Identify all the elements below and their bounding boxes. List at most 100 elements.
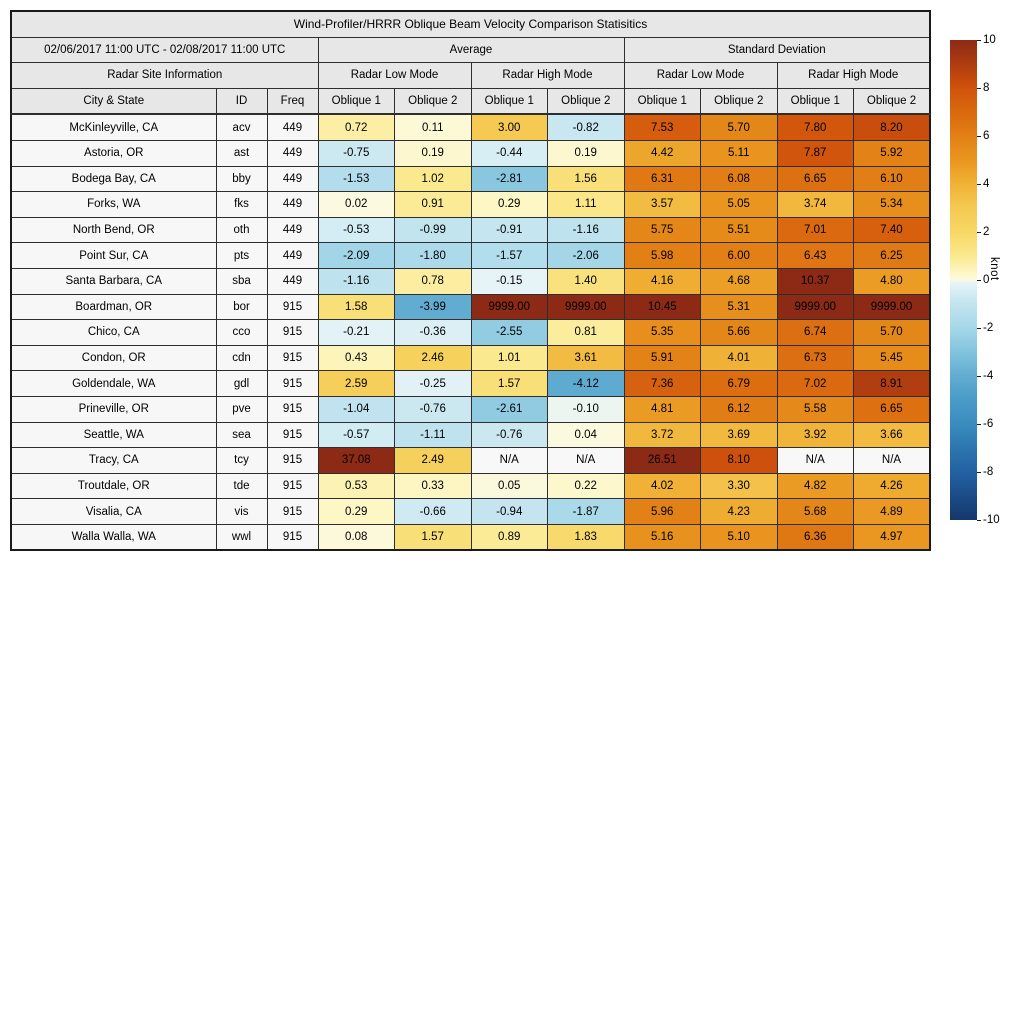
value-cell: 1.58 <box>318 294 395 320</box>
date-range: 02/06/2017 11:00 UTC - 02/08/2017 11:00 … <box>11 37 318 63</box>
table-row: Condon, ORcdn9150.432.461.013.615.914.01… <box>11 345 930 371</box>
value-cell: -0.66 <box>395 499 472 525</box>
value-cell: -1.11 <box>395 422 472 448</box>
value-cell: 5.92 <box>854 140 931 166</box>
col-header-oblique2: Oblique 2 <box>395 88 472 114</box>
value-cell: 7.80 <box>777 114 854 140</box>
table-row: Troutdale, ORtde9150.530.330.050.224.023… <box>11 473 930 499</box>
value-cell: 1.57 <box>471 371 548 397</box>
colorbar-tick-label: 6 <box>983 130 989 142</box>
value-cell: 6.31 <box>624 166 701 192</box>
table-row: Goldendale, WAgdl9152.59-0.251.57-4.127.… <box>11 371 930 397</box>
value-cell: 6.65 <box>777 166 854 192</box>
table-row: Astoria, ORast449-0.750.19-0.440.194.425… <box>11 140 930 166</box>
value-cell: 8.10 <box>701 448 778 474</box>
value-cell: 7.53 <box>624 114 701 140</box>
value-cell: -0.10 <box>548 396 625 422</box>
freq-cell: 915 <box>267 499 318 525</box>
value-cell: 5.96 <box>624 499 701 525</box>
city-cell: Prineville, OR <box>11 396 216 422</box>
value-cell: 5.11 <box>701 140 778 166</box>
id-cell: sea <box>216 422 267 448</box>
city-cell: Troutdale, OR <box>11 473 216 499</box>
group-average-header: Average <box>318 37 624 63</box>
value-cell: 7.36 <box>624 371 701 397</box>
colorbar-tick-mark <box>977 40 981 41</box>
value-cell: -0.94 <box>471 499 548 525</box>
city-cell: Bodega Bay, CA <box>11 166 216 192</box>
value-cell: 3.57 <box>624 192 701 218</box>
value-cell: 8.20 <box>854 114 931 140</box>
value-cell: 0.22 <box>548 473 625 499</box>
value-cell: -0.91 <box>471 217 548 243</box>
colorbar-tick-label: 8 <box>983 82 989 94</box>
value-cell: 4.97 <box>854 524 931 550</box>
value-cell: 4.81 <box>624 396 701 422</box>
title-row: Wind-Profiler/HRRR Oblique Beam Velocity… <box>11 11 930 37</box>
col-header-oblique1: Oblique 1 <box>318 88 395 114</box>
value-cell: 1.56 <box>548 166 625 192</box>
freq-cell: 449 <box>267 243 318 269</box>
value-cell: -0.44 <box>471 140 548 166</box>
value-cell: 2.49 <box>395 448 472 474</box>
group-stddev-header: Standard Deviation <box>624 37 930 63</box>
table-row: Walla Walla, WAwwl9150.081.570.891.835.1… <box>11 524 930 550</box>
id-cell: pve <box>216 396 267 422</box>
id-cell: fks <box>216 192 267 218</box>
table-row: Santa Barbara, CAsba449-1.160.78-0.151.4… <box>11 268 930 294</box>
table-row: Prineville, ORpve915-1.04-0.76-2.61-0.10… <box>11 396 930 422</box>
table-row: Bodega Bay, CAbby449-1.531.02-2.811.566.… <box>11 166 930 192</box>
value-cell: 8.91 <box>854 371 931 397</box>
group-header-row: 02/06/2017 11:00 UTC - 02/08/2017 11:00 … <box>11 37 930 63</box>
value-cell: 5.35 <box>624 320 701 346</box>
mode-header-std-low: Radar Low Mode <box>624 63 777 89</box>
colorbar-tick-mark <box>977 520 981 521</box>
value-cell: -1.87 <box>548 499 625 525</box>
colorbar-tick-mark <box>977 232 981 233</box>
value-cell: 5.70 <box>854 320 931 346</box>
col-header-freq: Freq <box>267 88 318 114</box>
id-cell: vis <box>216 499 267 525</box>
value-cell: 5.05 <box>701 192 778 218</box>
value-cell: 0.89 <box>471 524 548 550</box>
value-cell: 0.53 <box>318 473 395 499</box>
colorbar-tick-label: 4 <box>983 178 989 190</box>
value-cell: -1.16 <box>318 268 395 294</box>
freq-cell: 915 <box>267 396 318 422</box>
mode-header-std-high: Radar High Mode <box>777 63 930 89</box>
value-cell: 10.45 <box>624 294 701 320</box>
value-cell: -1.57 <box>471 243 548 269</box>
value-cell: 4.26 <box>854 473 931 499</box>
value-cell: 5.34 <box>854 192 931 218</box>
value-cell: 9999.00 <box>854 294 931 320</box>
value-cell: 3.61 <box>548 345 625 371</box>
value-cell: 0.19 <box>395 140 472 166</box>
value-cell: -0.82 <box>548 114 625 140</box>
col-header-oblique2: Oblique 2 <box>701 88 778 114</box>
colorbar-tick-label: -10 <box>983 514 1000 526</box>
table-row: Boardman, ORbor9151.58-3.999999.009999.0… <box>11 294 930 320</box>
value-cell: 5.51 <box>701 217 778 243</box>
id-cell: wwl <box>216 524 267 550</box>
city-cell: Point Sur, CA <box>11 243 216 269</box>
value-cell: -1.53 <box>318 166 395 192</box>
city-cell: Goldendale, WA <box>11 371 216 397</box>
colorbar-tick-mark <box>977 328 981 329</box>
colorbar-unit-label: knot <box>988 257 1000 281</box>
value-cell: -0.53 <box>318 217 395 243</box>
id-cell: tcy <box>216 448 267 474</box>
freq-cell: 915 <box>267 448 318 474</box>
value-cell: N/A <box>471 448 548 474</box>
value-cell: 6.36 <box>777 524 854 550</box>
colorbar-tick-label: -6 <box>983 418 993 430</box>
freq-cell: 449 <box>267 166 318 192</box>
value-cell: N/A <box>854 448 931 474</box>
col-header-city: City & State <box>11 88 216 114</box>
value-cell: 0.33 <box>395 473 472 499</box>
id-cell: cco <box>216 320 267 346</box>
value-cell: 3.74 <box>777 192 854 218</box>
value-cell: -0.15 <box>471 268 548 294</box>
value-cell: 26.51 <box>624 448 701 474</box>
value-cell: 5.16 <box>624 524 701 550</box>
value-cell: 6.08 <box>701 166 778 192</box>
